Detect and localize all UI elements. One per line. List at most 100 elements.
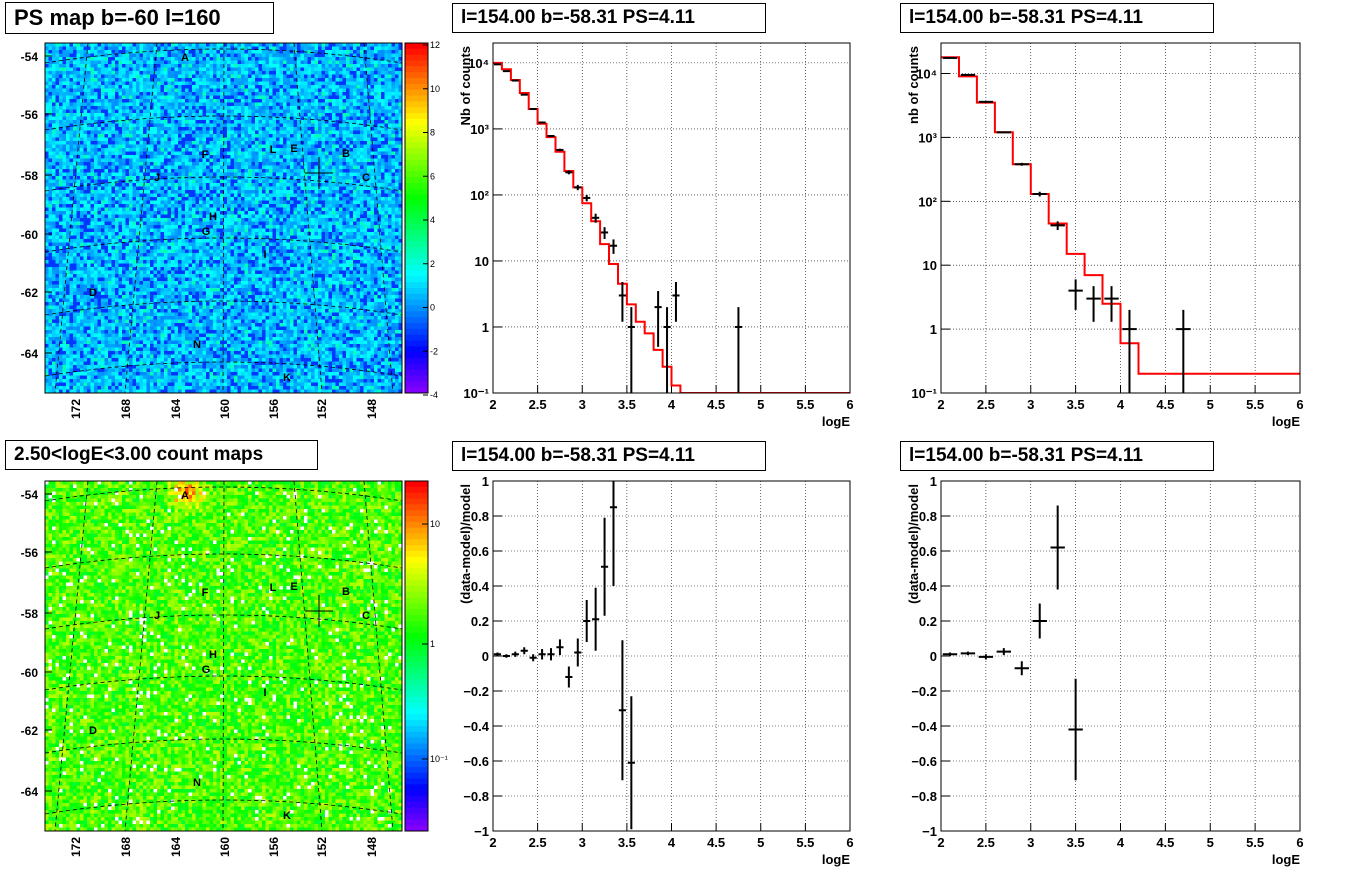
source-label-l: L [270,582,277,594]
source-label-b: B [342,586,350,598]
x-tick-label: 2.5 [977,835,995,850]
y-tick-label: 0 [930,649,937,664]
map-y-tick: -54 [21,50,39,64]
x-axis-label: logE [822,852,850,867]
data-point [610,239,617,253]
map-y-tick: -60 [21,228,39,242]
data-point [1050,506,1064,590]
x-tick-label: 3.5 [618,397,636,412]
source-label-k: K [283,810,291,822]
y-tick-label: 10 [923,258,937,273]
y-tick-label: −0.4 [463,719,489,734]
map-x-tick: 168 [119,399,133,419]
map-x-tick: 172 [69,837,83,857]
x-tick-label: 4.5 [707,397,725,412]
x-tick-label: 4 [1117,835,1125,850]
y-tick-label: 10³ [470,122,489,137]
x-tick-label: 4 [1117,397,1125,412]
model-step-line [941,57,1300,374]
data-point [961,652,975,656]
x-tick-label: 2 [489,397,496,412]
x-tick-label: 5 [1207,835,1214,850]
x-tick-label: 3 [579,397,586,412]
colorbar-tick: 8 [430,128,435,138]
bottom-map-title: 2.50<logE<3.00 count maps [5,440,318,470]
colorbar-tick: 0 [430,303,435,313]
map-y-tick: -56 [21,108,39,122]
y-tick-label: −0.6 [911,754,937,769]
data-point [979,654,993,659]
x-tick-label: 6 [1296,397,1303,412]
data-point [547,648,554,660]
map-x-tick: 156 [267,399,281,419]
y-tick-label: −1 [474,824,489,839]
source-label-b: B [342,148,350,160]
x-axis-label: logE [1272,852,1300,867]
source-label-a: A [181,490,189,502]
x-tick-label: 4.5 [1156,397,1174,412]
colorbar-tick: 6 [430,171,435,181]
x-tick-label: 2.5 [529,835,547,850]
source-label-g: G [202,226,211,238]
y-tick-label: 0.4 [919,579,938,594]
data-point [556,639,563,655]
data-point [601,227,608,239]
data-point [503,654,510,658]
ratio-right-title: l=154.00 b=-58.31 PS=4.11 [900,441,1214,471]
y-tick-label: 0.8 [919,509,937,524]
colorbar-tick: 1 [430,639,435,649]
y-tick-label: −1 [922,824,937,839]
x-tick-label: 3.5 [1067,835,1085,850]
y-axis-label: Nb of counts [458,46,473,125]
data-point [592,588,599,651]
x-tick-label: 4.5 [707,835,725,850]
y-tick-label: 1 [930,474,937,489]
data-point [601,518,608,616]
data-point [1122,310,1136,412]
colorbar-tick: 2 [430,259,435,269]
source-label-c: C [362,172,370,184]
y-tick-label: 0.6 [919,544,937,559]
x-tick-label: 2 [937,397,944,412]
data-point [1086,286,1100,322]
source-label-c: C [362,610,370,622]
spectrum-left-plot: 2 2.5 3 3.5 4 4.5 5 5.5 610⁻¹11010²10³10⁴logENb … [458,43,854,429]
data-point [539,649,546,660]
y-axis-label: (data-model)/model [458,484,473,604]
data-point [655,291,662,347]
y-tick-label: −0.8 [911,789,937,804]
source-label-f: F [202,149,209,161]
x-tick-label: 5 [757,835,764,850]
map-x-tick: 148 [365,837,379,857]
data-point [494,653,501,657]
x-axis-label: logE [1272,414,1300,429]
map-x-tick: 148 [365,399,379,419]
data-point [494,64,501,65]
data-point [521,647,528,654]
data-point [619,640,626,780]
x-tick-label: 2.5 [529,397,547,412]
x-tick-label: 6 [846,397,853,412]
data-point [961,75,975,76]
data-point [574,639,581,667]
source-label-e: E [290,143,297,155]
map-x-tick: 172 [69,399,83,419]
x-tick-label: 5.5 [796,835,814,850]
map-x-tick: 168 [119,837,133,857]
map-x-tick: 160 [218,399,232,419]
data-point [1176,310,1190,412]
data-point [530,108,537,109]
source-label-j: J [154,172,160,184]
map-x-tick: 152 [315,399,329,419]
spectrum-left-title: l=154.00 b=-58.31 PS=4.11 [452,3,766,33]
data-point [1015,163,1029,166]
ratio-left-title: l=154.00 b=-58.31 PS=4.11 [452,441,766,471]
x-tick-label: 4 [668,397,676,412]
ratio-left-plot: 2 2.5 3 3.5 4 4.5 5 5.5 6−1−0.8−0.6−0.4−0.200.20… [458,429,854,868]
y-tick-label: 0.4 [471,579,490,594]
source-label-j: J [154,610,160,622]
top-map-title: PS map b=-60 l=160 [5,2,274,34]
